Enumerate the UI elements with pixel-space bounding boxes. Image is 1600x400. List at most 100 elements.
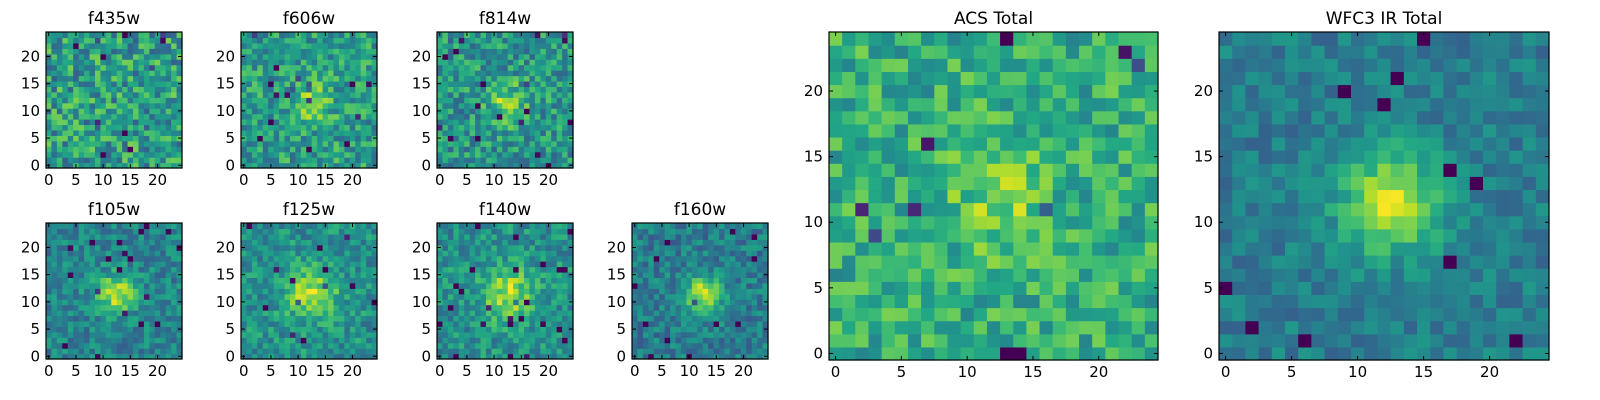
heatmap-cell (268, 53, 275, 60)
heatmap-cell (458, 228, 465, 235)
heatmap-cell (138, 162, 145, 169)
heatmap-cell (273, 102, 280, 109)
heatmap-cells-f814w (437, 32, 574, 169)
heatmap-cell (171, 282, 178, 289)
heatmap-cell (735, 326, 742, 333)
heatmap-cell (246, 97, 253, 104)
heatmap-cell (675, 348, 682, 355)
heatmap-cell (322, 129, 329, 136)
heatmap-cell (338, 266, 345, 273)
heatmap-cell (686, 244, 693, 251)
heatmap-cell (355, 135, 362, 142)
heatmap-cell (344, 288, 351, 295)
heatmap-cell (973, 189, 988, 204)
heatmap-cell (133, 108, 140, 115)
heatmap-cell (366, 233, 373, 240)
heatmap-cell (518, 342, 525, 349)
heatmap-cell (138, 288, 145, 295)
heatmap-cell (289, 119, 296, 126)
heatmap-cell (116, 282, 123, 289)
heatmap-cell (67, 129, 74, 136)
heatmap-cell (328, 293, 335, 300)
heatmap-cell (648, 353, 655, 360)
heatmap-cell (1118, 307, 1133, 322)
heatmap-cell (171, 239, 178, 246)
heatmap-cell (475, 32, 482, 39)
heatmap-cell (366, 228, 373, 235)
heatmap-cell (100, 342, 107, 349)
heatmap-cell (116, 97, 123, 104)
heatmap-cell (513, 348, 520, 355)
heatmap-cell (295, 129, 302, 136)
heatmap-cell (127, 119, 134, 126)
heatmap-cell (73, 320, 80, 327)
heatmap-cell (176, 277, 183, 284)
heatmap-cell (165, 277, 172, 284)
heatmap-cell (306, 129, 313, 136)
heatmap-cell (545, 244, 552, 251)
heatmap-cell (648, 320, 655, 327)
heatmap-cell (317, 32, 324, 39)
heatmap-cell (366, 157, 373, 164)
heatmap-cell (1092, 307, 1106, 322)
heatmap-cell (62, 129, 69, 136)
heatmap-cell (762, 348, 769, 355)
heatmap-cell (300, 353, 307, 360)
heatmap-cell (507, 233, 514, 240)
heatmap-cell (1144, 241, 1159, 256)
heatmap-cell (475, 97, 482, 104)
heatmap-cell (458, 64, 465, 71)
x-tick-label: 10 (485, 171, 504, 189)
heatmap-cell (328, 271, 335, 278)
axes-frame-f814w (436, 31, 574, 169)
heatmap-cell (437, 320, 444, 327)
heatmap-cell (311, 233, 318, 240)
heatmap-cell (458, 129, 465, 136)
heatmap-cell (89, 233, 96, 240)
heatmap-cell (686, 239, 693, 246)
heatmap-cell (986, 202, 1001, 217)
heatmap-cell (62, 261, 69, 268)
heatmap-cell (89, 337, 96, 344)
heatmap-cell (907, 241, 922, 256)
heatmap-cell (762, 288, 769, 295)
heatmap-cell (143, 331, 150, 338)
heatmap-cell (311, 75, 318, 82)
heatmap-cell (246, 320, 253, 327)
heatmap-cell (246, 326, 253, 333)
heatmap-cell (311, 37, 318, 44)
heatmap-cell (1000, 163, 1014, 177)
heatmap-cell (251, 124, 258, 131)
heatmap-cell (62, 228, 69, 235)
heatmap-cell (453, 124, 460, 131)
heatmap-cell (300, 129, 307, 136)
heatmap-cell (496, 113, 503, 120)
heatmap-cell (469, 32, 476, 39)
heatmap-cell (349, 59, 356, 66)
heatmap-cell (306, 255, 313, 262)
heatmap-cell (496, 261, 503, 268)
heatmap-cell (447, 86, 454, 93)
heatmap-cell (485, 315, 492, 322)
heatmap-cell (556, 75, 563, 82)
heatmap-cell (62, 288, 69, 295)
heatmap-cell (670, 293, 677, 300)
heatmap-cell (328, 348, 335, 355)
heatmap-cell (311, 113, 318, 120)
heatmap-cell (502, 53, 509, 60)
heatmap-cell (257, 310, 264, 317)
heatmap-cell (653, 223, 660, 230)
heatmap-cell (62, 250, 69, 257)
heatmap-cell (751, 331, 758, 338)
heatmap-cell (529, 59, 536, 66)
heatmap-cell (757, 223, 764, 230)
heatmap-cell (268, 59, 275, 66)
heatmap-cell (534, 288, 541, 295)
heatmap-cell (94, 119, 101, 126)
heatmap-cell (740, 244, 747, 251)
heatmap-cell (868, 241, 883, 256)
heatmap-cell (437, 37, 444, 44)
heatmap-cell (447, 48, 454, 55)
heatmap-cell (300, 277, 307, 284)
heatmap-cell (480, 304, 487, 311)
